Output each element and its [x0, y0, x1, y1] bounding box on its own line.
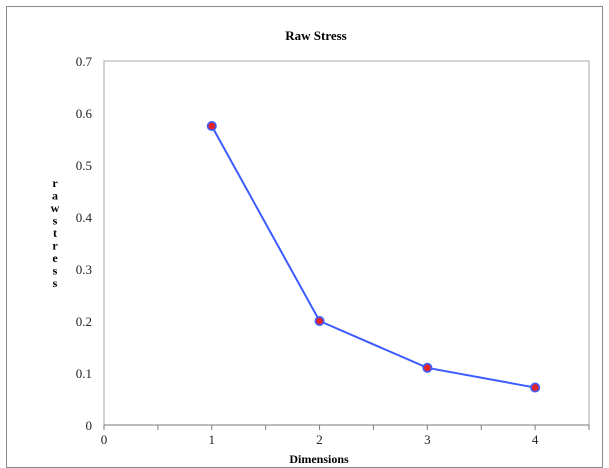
y-tick-label: 0.7 — [76, 54, 93, 69]
series-group — [206, 121, 541, 393]
y-axis-label-letter: s — [53, 264, 58, 278]
plot-area — [103, 60, 590, 426]
y-axis-label-letter: r — [52, 239, 58, 253]
x-tick-label: 3 — [424, 432, 431, 447]
y-axis-label-letter: e — [52, 251, 58, 265]
x-tick-marks — [103, 425, 590, 430]
y-axis-label-letter: s — [53, 276, 58, 290]
x-tick-labels: 0 1 2 3 4 — [101, 432, 539, 447]
data-point — [314, 315, 325, 326]
y-tick-labels: 0 0.1 0.2 0.3 0.4 0.5 0.6 0.7 — [76, 54, 93, 433]
chart-frame — [6, 6, 603, 468]
y-tick-label: 0 — [86, 418, 93, 433]
series-line — [210, 125, 536, 389]
data-point — [206, 121, 217, 132]
y-axis-label-letter: s — [53, 214, 58, 228]
y-tick-label: 0.6 — [76, 106, 93, 121]
data-point — [422, 362, 433, 373]
x-tick-label: 2 — [316, 432, 323, 447]
data-point — [530, 382, 541, 393]
x-tick-label: 4 — [532, 432, 539, 447]
x-tick-label: 1 — [209, 432, 216, 447]
y-tick-label: 0.4 — [76, 210, 93, 225]
y-tick-label: 0.5 — [76, 158, 92, 173]
x-tick-label: 0 — [101, 432, 108, 447]
y-axis-label-letter: r — [52, 176, 58, 190]
y-tick-label: 0.3 — [76, 262, 92, 277]
x-axis-label: Dimensions — [289, 452, 349, 465]
y-tick-label: 0.1 — [76, 366, 92, 381]
y-axis-label-letter: t — [53, 226, 57, 240]
chart-title: Raw Stress — [285, 28, 347, 43]
y-axis-label-letter: w — [51, 201, 60, 215]
y-tick-label: 0.2 — [76, 314, 92, 329]
y-axis-label-letter: a — [52, 189, 58, 203]
